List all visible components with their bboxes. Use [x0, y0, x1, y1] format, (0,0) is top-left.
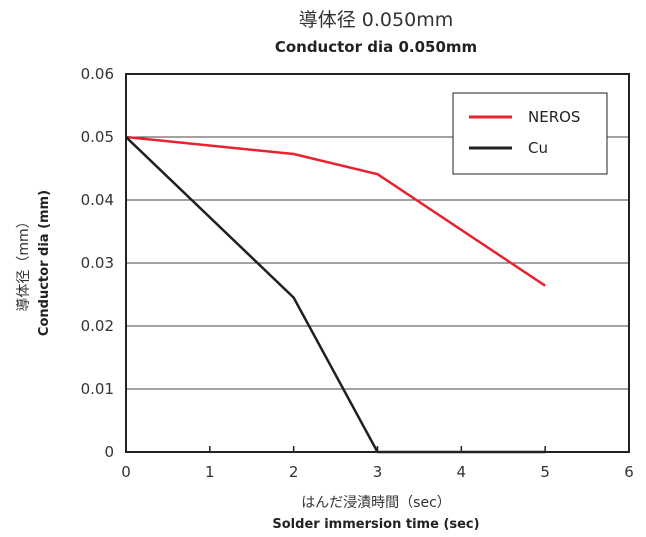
- y-tick-label: 0.04: [81, 191, 114, 209]
- x-tick-label: 6: [624, 463, 634, 481]
- x-tick-label: 4: [457, 463, 467, 481]
- x-tick-label: 2: [289, 463, 299, 481]
- legend: NEROS Cu: [452, 92, 608, 175]
- legend-box: [452, 92, 608, 175]
- legend-label-cu: Cu: [528, 139, 548, 157]
- y-tick-label: 0.06: [81, 65, 114, 83]
- y-tick-label: 0.03: [81, 254, 114, 272]
- series-line-neros: [125, 135, 546, 287]
- x-tick-label: 5: [540, 463, 550, 481]
- chart-title-jp: 導体径 0.050mm: [299, 9, 453, 31]
- x-tick-label: 3: [373, 463, 383, 481]
- y-axis-label-jp: 導体径（mm）: [16, 214, 32, 311]
- x-tick-label: 1: [205, 463, 215, 481]
- chart-title-en: Conductor dia 0.050mm: [275, 38, 477, 56]
- plot-frame: [125, 73, 630, 453]
- y-tick-label: 0.01: [81, 380, 114, 398]
- x-axis-label-jp: はんだ浸漬時間（sec）: [301, 495, 451, 511]
- y-tick-label: 0: [104, 443, 114, 461]
- x-axis-label-en: Solder immersion time (sec): [272, 517, 479, 532]
- y-axis-label-en: Conductor dia (mm): [37, 190, 52, 336]
- y-tick-label: 0.02: [81, 317, 114, 335]
- x-tick-label: 0: [121, 463, 131, 481]
- grid-lines: [126, 136, 629, 390]
- y-tick-label: 0.05: [81, 128, 114, 146]
- legend-label-neros: NEROS: [528, 108, 580, 126]
